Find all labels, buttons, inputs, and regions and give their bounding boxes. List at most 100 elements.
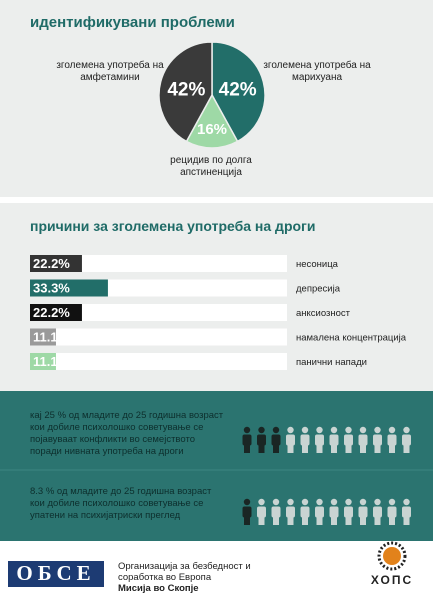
bar-track bbox=[30, 304, 287, 321]
icon-head bbox=[388, 498, 396, 506]
fact-line: кои добиле психолошко советување се bbox=[30, 422, 204, 433]
icon-legs bbox=[331, 516, 337, 525]
fact-line: упатени на психијатриски преглед bbox=[30, 510, 181, 521]
person-icon bbox=[286, 498, 295, 525]
icon-head bbox=[374, 498, 381, 506]
pie-slice bbox=[185, 93, 239, 149]
icon-legs bbox=[374, 444, 381, 453]
person-icon bbox=[387, 426, 397, 453]
icon-head bbox=[287, 498, 294, 506]
person-icon bbox=[387, 498, 397, 525]
person-icon bbox=[300, 498, 310, 525]
icon-legs bbox=[273, 516, 279, 525]
logo-sun bbox=[383, 547, 401, 565]
icon-body bbox=[315, 434, 324, 446]
icon-body bbox=[257, 506, 266, 518]
person-icon bbox=[329, 498, 339, 525]
value-label: 42% bbox=[219, 79, 257, 100]
person-icon bbox=[271, 426, 281, 453]
icon-body bbox=[257, 434, 266, 446]
icon-body bbox=[300, 506, 310, 518]
icon-legs bbox=[287, 444, 294, 453]
icon-legs bbox=[345, 444, 352, 453]
bar-category: намалена концентрација bbox=[296, 333, 407, 344]
icon-body bbox=[242, 506, 252, 518]
icon-body bbox=[329, 434, 339, 446]
partner-logo bbox=[377, 541, 407, 571]
icon-legs bbox=[244, 444, 250, 453]
icon-head bbox=[330, 498, 338, 506]
logo: ОБСЕ bbox=[16, 561, 95, 585]
icon-body bbox=[402, 434, 411, 446]
bar-category: несоница bbox=[296, 259, 339, 270]
icon-body bbox=[402, 506, 411, 518]
icon-legs bbox=[302, 444, 308, 453]
person-icon bbox=[300, 426, 310, 453]
bar-category: анксиозност bbox=[296, 308, 351, 319]
person-icon bbox=[344, 426, 353, 453]
icon-head bbox=[243, 426, 251, 434]
icon-head bbox=[301, 426, 309, 434]
person-icon bbox=[315, 426, 324, 453]
icon-head bbox=[316, 498, 323, 506]
icon-legs bbox=[403, 444, 410, 453]
bar-track bbox=[30, 255, 287, 272]
icon-body bbox=[373, 434, 382, 446]
bar bbox=[30, 328, 56, 346]
person-icon bbox=[286, 426, 295, 453]
value-label: 11.1% bbox=[33, 354, 70, 369]
fact-text: кај 25 % од младите до 25 годишна возрас… bbox=[30, 410, 230, 458]
person-icon bbox=[402, 498, 411, 525]
bar bbox=[30, 279, 108, 297]
person-icon bbox=[242, 498, 252, 525]
pie-label: зголемена употреба на марихуана bbox=[263, 60, 371, 83]
fact-line: поради нивната употреба на дроги bbox=[30, 446, 184, 457]
icon-legs bbox=[302, 516, 308, 525]
icon-head bbox=[403, 498, 410, 506]
icon-legs bbox=[287, 516, 294, 525]
icon-legs bbox=[403, 516, 410, 525]
icon-body bbox=[344, 506, 353, 518]
pie-slice bbox=[211, 41, 266, 143]
icon-body bbox=[387, 506, 397, 518]
icon-legs bbox=[273, 444, 279, 453]
bar-title: причини за зголемена употреба на дроги bbox=[30, 218, 316, 234]
value-label: 11.1% bbox=[33, 329, 70, 344]
icon-head bbox=[258, 498, 265, 506]
icon-head bbox=[359, 426, 367, 434]
bar bbox=[30, 304, 82, 321]
icon-head bbox=[345, 498, 352, 506]
logo-box bbox=[8, 561, 104, 587]
person-icon bbox=[315, 498, 324, 525]
icon-legs bbox=[389, 444, 395, 453]
icon-legs bbox=[258, 444, 265, 453]
icon-legs bbox=[258, 516, 265, 525]
icon-head bbox=[258, 426, 265, 434]
icon-body bbox=[387, 434, 397, 446]
person-icon bbox=[344, 498, 353, 525]
fact-text: 8.3 % од младите до 25 годишна возраст ко… bbox=[30, 486, 230, 522]
person-icon bbox=[329, 426, 339, 453]
icon-body bbox=[242, 434, 252, 446]
org-text: Организација за безбедност и соработка в… bbox=[118, 561, 251, 594]
value-label: 33.3% bbox=[33, 280, 70, 295]
icon-head bbox=[272, 498, 280, 506]
person-icon bbox=[242, 426, 252, 453]
bar-track bbox=[30, 328, 287, 346]
person-icon bbox=[373, 498, 382, 525]
icon-legs bbox=[331, 444, 337, 453]
mission: Мисија во Скопје bbox=[118, 583, 199, 594]
icon-body bbox=[373, 506, 382, 518]
fact-line: кои добиле психолошко советување се bbox=[30, 498, 204, 509]
icon-body bbox=[344, 434, 353, 446]
icon-body bbox=[358, 434, 368, 446]
icon-legs bbox=[345, 516, 352, 525]
icon-body bbox=[271, 506, 281, 518]
bar-track bbox=[30, 353, 287, 370]
bar bbox=[30, 255, 82, 272]
icon-body bbox=[315, 506, 324, 518]
icon-legs bbox=[374, 516, 381, 525]
fact-line: 8.3 % од младите до 25 годишна возраст bbox=[30, 486, 212, 497]
person-icon bbox=[257, 498, 266, 525]
